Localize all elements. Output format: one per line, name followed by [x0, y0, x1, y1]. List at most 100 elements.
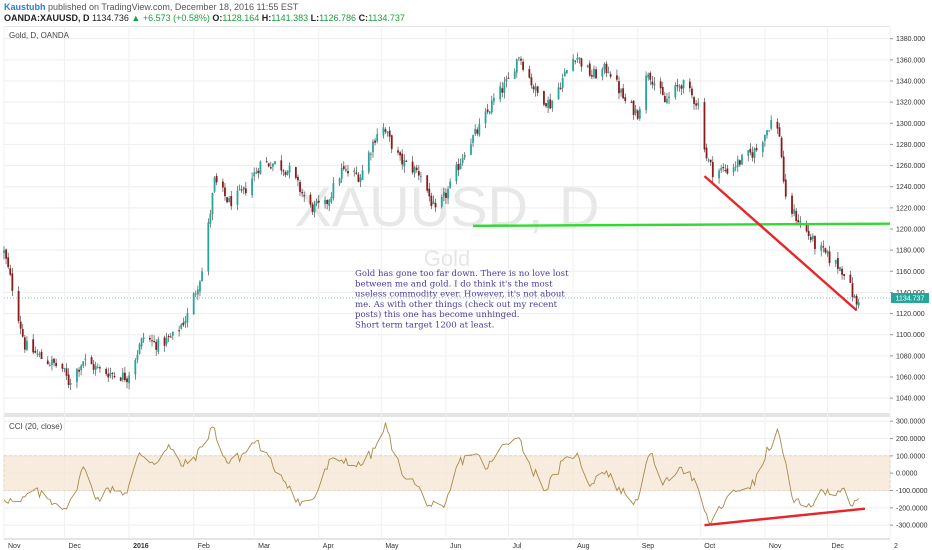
candle[interactable]: [36, 349, 39, 358]
candle[interactable]: [618, 76, 620, 100]
candle[interactable]: [374, 137, 376, 146]
candle[interactable]: [828, 245, 831, 267]
candle[interactable]: [820, 241, 823, 257]
candle[interactable]: [167, 334, 170, 343]
candle[interactable]: [461, 154, 464, 166]
candle[interactable]: [666, 92, 668, 104]
candlestick-series[interactable]: [3, 52, 860, 391]
candle[interactable]: [230, 190, 233, 210]
candle[interactable]: [486, 103, 489, 115]
candle[interactable]: [269, 161, 272, 170]
candle[interactable]: [199, 279, 201, 297]
trading-chart[interactable]: XAUUSD, D Gold Gold, D, OANDA CCI (20, c…: [0, 26, 932, 550]
candle[interactable]: [253, 167, 256, 182]
candle[interactable]: [547, 96, 550, 114]
candle[interactable]: [207, 218, 210, 276]
candle[interactable]: [48, 362, 51, 367]
candle[interactable]: [228, 196, 231, 203]
candle[interactable]: [186, 307, 189, 328]
candle[interactable]: [240, 185, 243, 193]
candle[interactable]: [344, 165, 347, 173]
candle[interactable]: [272, 163, 274, 172]
candle[interactable]: [676, 78, 679, 92]
candle[interactable]: [171, 331, 174, 340]
candle[interactable]: [163, 335, 166, 352]
candle[interactable]: [574, 60, 577, 65]
candle[interactable]: [807, 224, 810, 240]
candle[interactable]: [528, 65, 531, 79]
candle[interactable]: [157, 336, 160, 355]
candle[interactable]: [69, 378, 72, 391]
candle[interactable]: [96, 363, 99, 369]
candle[interactable]: [19, 315, 22, 335]
candle[interactable]: [328, 198, 331, 212]
candle[interactable]: [551, 100, 554, 112]
candle[interactable]: [357, 172, 360, 183]
candle[interactable]: [80, 364, 83, 376]
candle[interactable]: [405, 159, 408, 163]
candle[interactable]: [726, 164, 729, 175]
candle[interactable]: [282, 169, 285, 177]
red-trendline-price[interactable]: [703, 175, 858, 312]
candle[interactable]: [259, 160, 262, 175]
candle[interactable]: [428, 183, 431, 202]
candle[interactable]: [472, 134, 474, 147]
candle[interactable]: [411, 155, 414, 175]
candle[interactable]: [301, 189, 304, 198]
candle[interactable]: [764, 134, 766, 147]
candle[interactable]: [572, 54, 575, 72]
candle[interactable]: [136, 349, 139, 364]
candle[interactable]: [280, 155, 283, 175]
candle[interactable]: [449, 178, 452, 189]
candle[interactable]: [530, 73, 533, 89]
candle[interactable]: [67, 368, 70, 389]
candle[interactable]: [126, 376, 128, 389]
candle[interactable]: [124, 366, 126, 383]
candle[interactable]: [32, 334, 35, 355]
candle[interactable]: [442, 187, 445, 201]
candle[interactable]: [586, 64, 589, 68]
candle[interactable]: [382, 123, 385, 139]
candle[interactable]: [255, 167, 258, 175]
candle[interactable]: [294, 166, 297, 180]
candle[interactable]: [194, 290, 197, 298]
price-axis[interactable]: 1040.000 1060.000 1080.000 1100.000 1120.000…: [890, 36, 925, 403]
candle[interactable]: [359, 174, 362, 187]
candle[interactable]: [399, 150, 401, 161]
candle[interactable]: [609, 71, 612, 79]
candle[interactable]: [649, 71, 652, 86]
candle[interactable]: [549, 93, 552, 110]
candle[interactable]: [601, 67, 604, 81]
candle[interactable]: [65, 363, 68, 381]
candle[interactable]: [499, 82, 502, 103]
candle[interactable]: [46, 356, 49, 365]
candle[interactable]: [390, 134, 393, 154]
candle[interactable]: [332, 177, 335, 201]
candle[interactable]: [224, 183, 226, 201]
candle[interactable]: [739, 159, 741, 168]
candle[interactable]: [426, 175, 429, 193]
candle[interactable]: [595, 66, 597, 79]
candle[interactable]: [430, 192, 433, 210]
candle[interactable]: [784, 173, 787, 200]
candle[interactable]: [513, 68, 516, 80]
candle[interactable]: [843, 273, 846, 280]
candle[interactable]: [7, 252, 10, 270]
candle[interactable]: [90, 355, 93, 365]
candle[interactable]: [151, 334, 153, 347]
candle[interactable]: [324, 196, 326, 209]
candle[interactable]: [432, 195, 435, 205]
candle[interactable]: [201, 267, 203, 282]
candle[interactable]: [522, 58, 524, 72]
candle[interactable]: [638, 106, 641, 121]
candle[interactable]: [470, 138, 472, 156]
candle[interactable]: [459, 158, 462, 170]
candle[interactable]: [340, 163, 343, 184]
candle[interactable]: [128, 371, 130, 390]
candle[interactable]: [722, 163, 725, 172]
candle[interactable]: [297, 174, 299, 187]
candle[interactable]: [709, 159, 712, 166]
candle[interactable]: [724, 164, 727, 173]
candle[interactable]: [493, 93, 495, 106]
candle[interactable]: [532, 84, 535, 94]
